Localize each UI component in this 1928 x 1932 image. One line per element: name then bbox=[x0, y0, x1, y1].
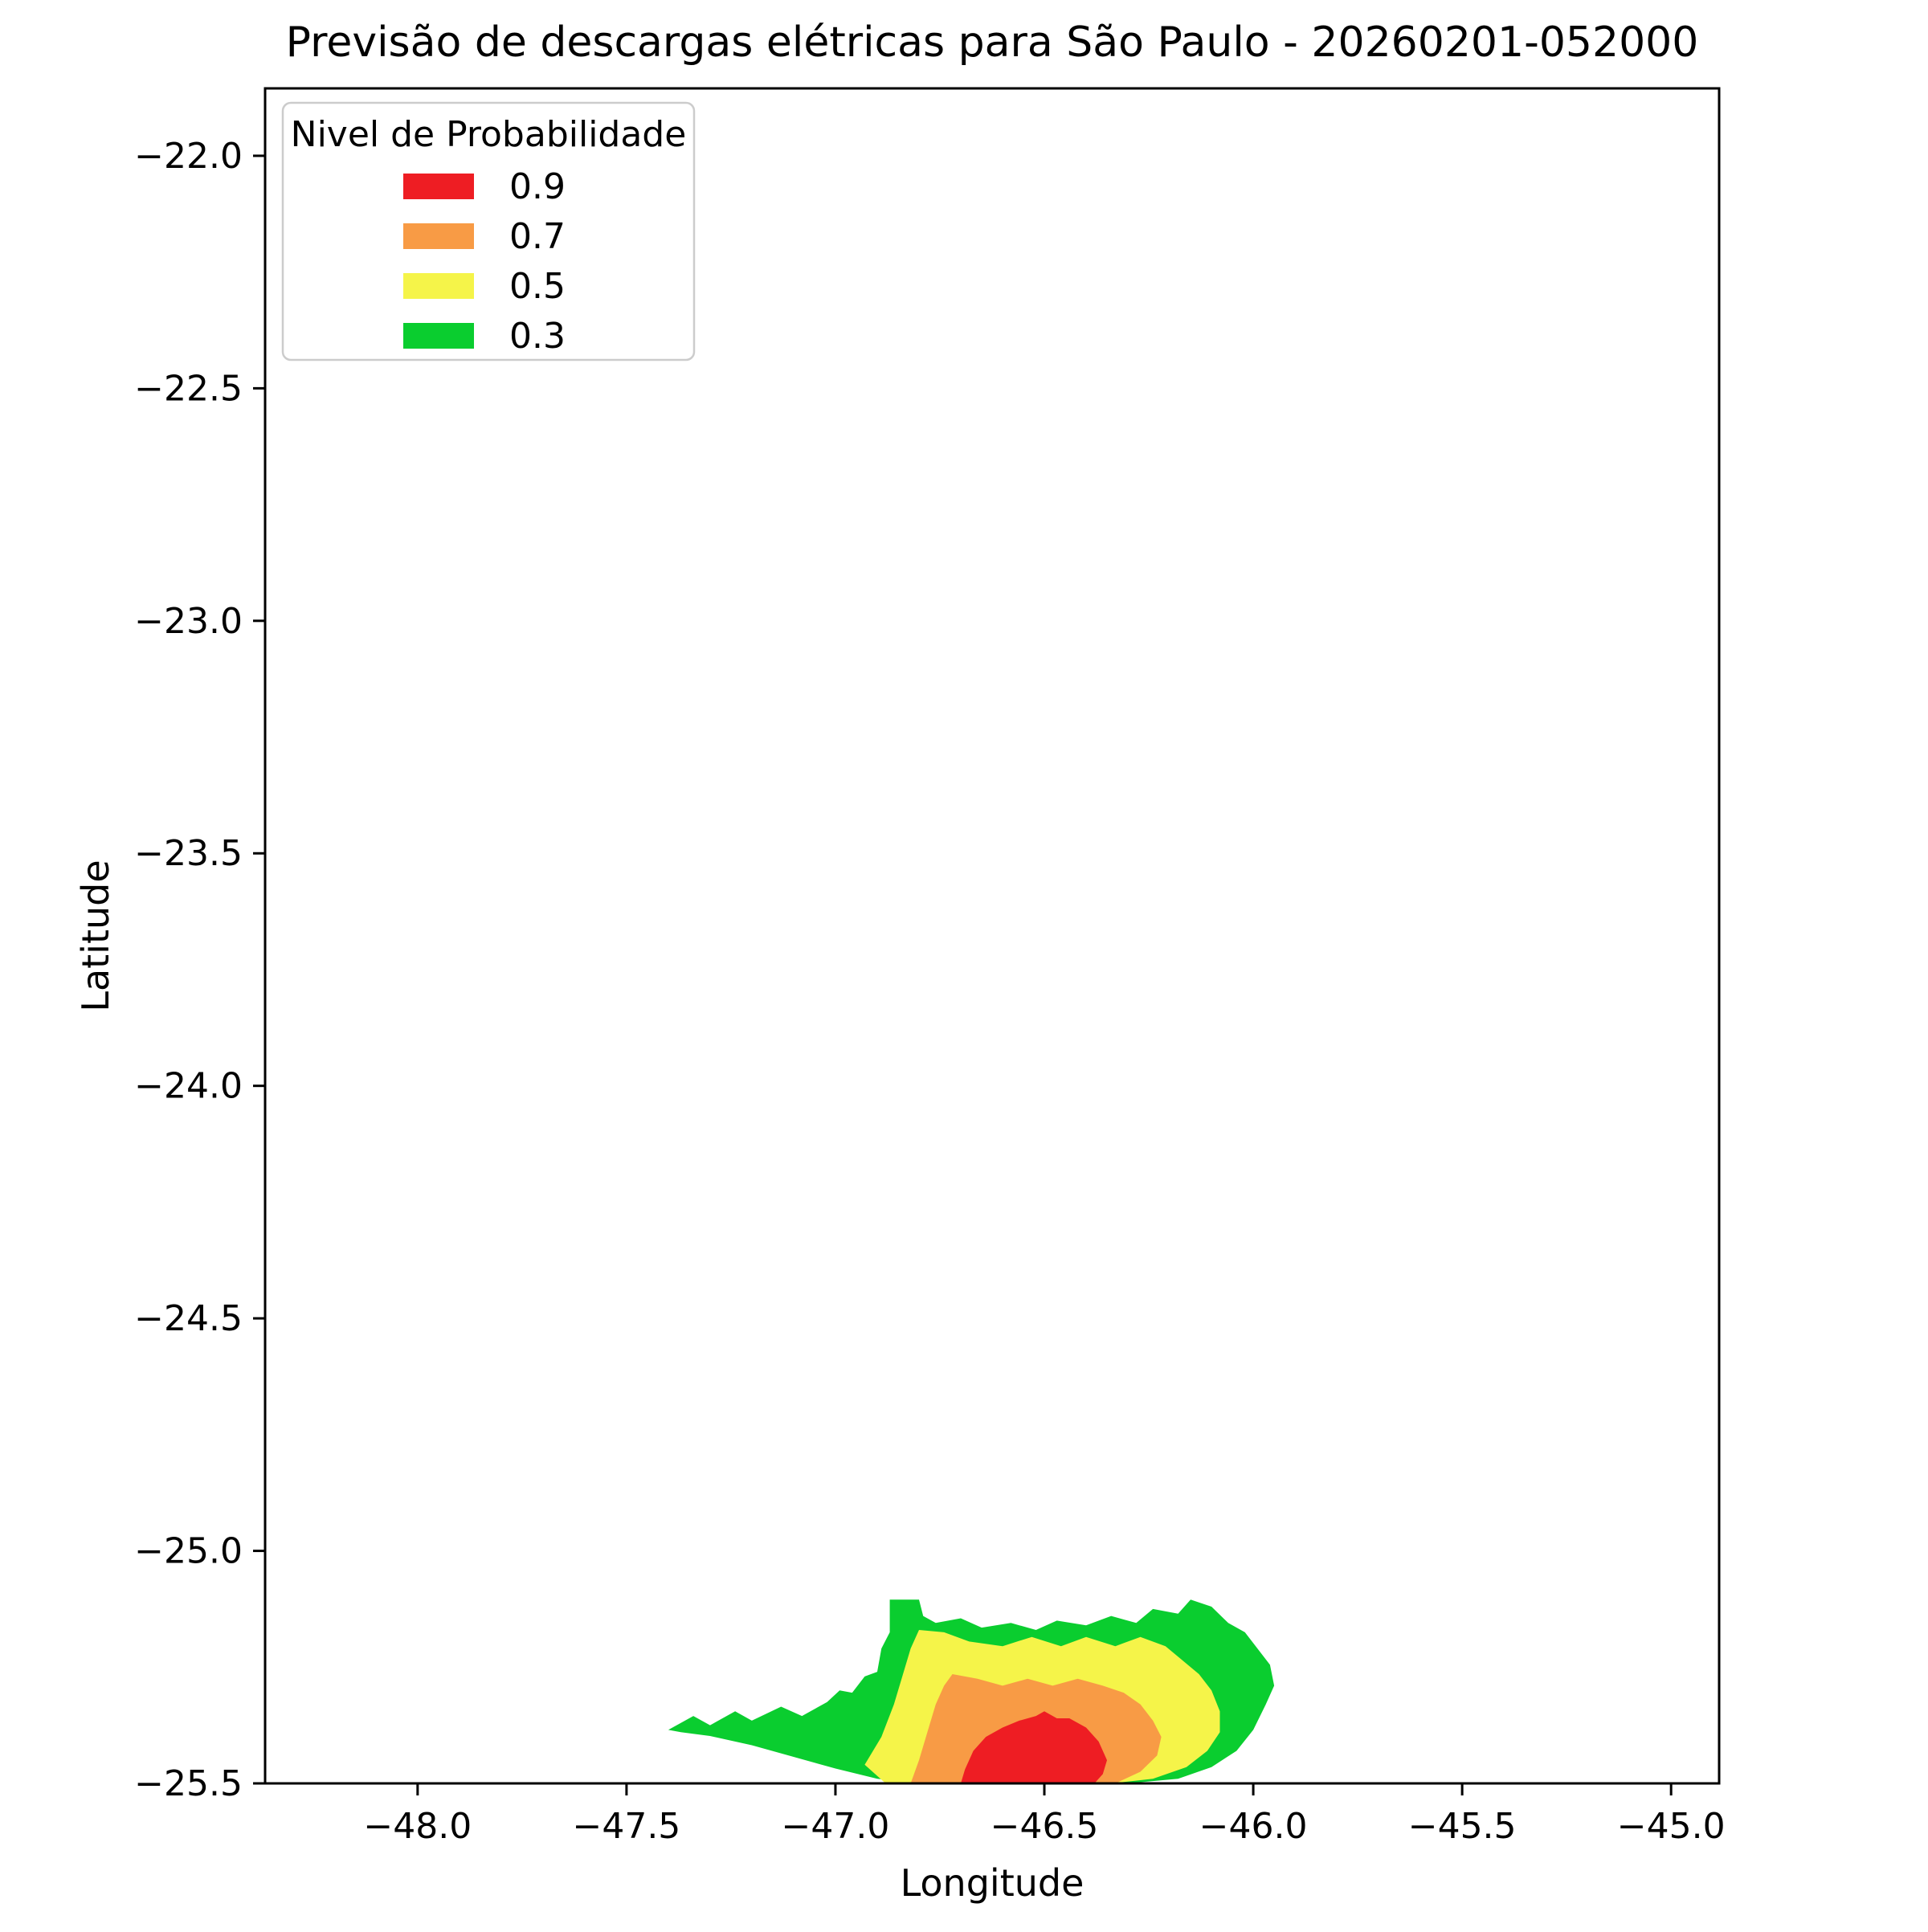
legend-swatch-0.7 bbox=[403, 223, 474, 249]
y-tick-label: −22.5 bbox=[134, 368, 243, 409]
x-axis-ticks: −48.0 −47.5 −47.0 −46.5 −46.0 −45.5 −45.0 bbox=[363, 1783, 1726, 1847]
x-axis-label: Longitude bbox=[901, 1861, 1084, 1905]
legend: Nivel de Probabilidade 0.9 0.7 0.5 0.3 bbox=[281, 101, 696, 361]
x-tick-label: −47.0 bbox=[782, 1806, 890, 1847]
y-tick-label: −23.5 bbox=[134, 833, 243, 874]
y-tick-label: −24.0 bbox=[134, 1066, 243, 1107]
y-tick-label: −24.5 bbox=[134, 1298, 243, 1339]
chart-title: Previsão de descargas elétricas para São… bbox=[286, 18, 1699, 67]
legend-label-0.5: 0.5 bbox=[509, 266, 566, 307]
legend-swatch-0.9 bbox=[403, 174, 474, 199]
contour-regions bbox=[668, 1599, 1275, 1783]
x-tick-label: −47.5 bbox=[572, 1806, 680, 1847]
y-tick-label: −22.0 bbox=[134, 136, 243, 177]
legend-swatch-0.3 bbox=[403, 323, 474, 349]
legend-title: Nivel de Probabilidade bbox=[291, 114, 687, 155]
x-tick-label: −46.0 bbox=[1199, 1806, 1308, 1847]
legend-label-0.9: 0.9 bbox=[509, 166, 566, 207]
legend-label-0.3: 0.3 bbox=[509, 316, 566, 357]
y-tick-label: −25.5 bbox=[134, 1763, 243, 1804]
x-tick-label: −46.5 bbox=[991, 1806, 1099, 1847]
x-tick-label: −45.5 bbox=[1408, 1806, 1517, 1847]
legend-label-0.7: 0.7 bbox=[509, 216, 566, 257]
y-tick-label: −23.0 bbox=[134, 601, 243, 642]
contour-level-0.9 bbox=[961, 1711, 1107, 1783]
y-tick-label: −25.0 bbox=[134, 1531, 243, 1572]
x-tick-label: −48.0 bbox=[363, 1806, 472, 1847]
legend-box bbox=[281, 101, 696, 361]
legend-swatch-0.5 bbox=[403, 273, 474, 299]
y-axis-label: Latitude bbox=[74, 860, 117, 1011]
x-tick-label: −45.0 bbox=[1617, 1806, 1726, 1847]
y-axis-ticks: −22.0 −22.5 −23.0 −23.5 −24.0 −24.5 −25.0 −25.5 bbox=[134, 136, 265, 1804]
plot-area bbox=[263, 87, 1721, 1785]
